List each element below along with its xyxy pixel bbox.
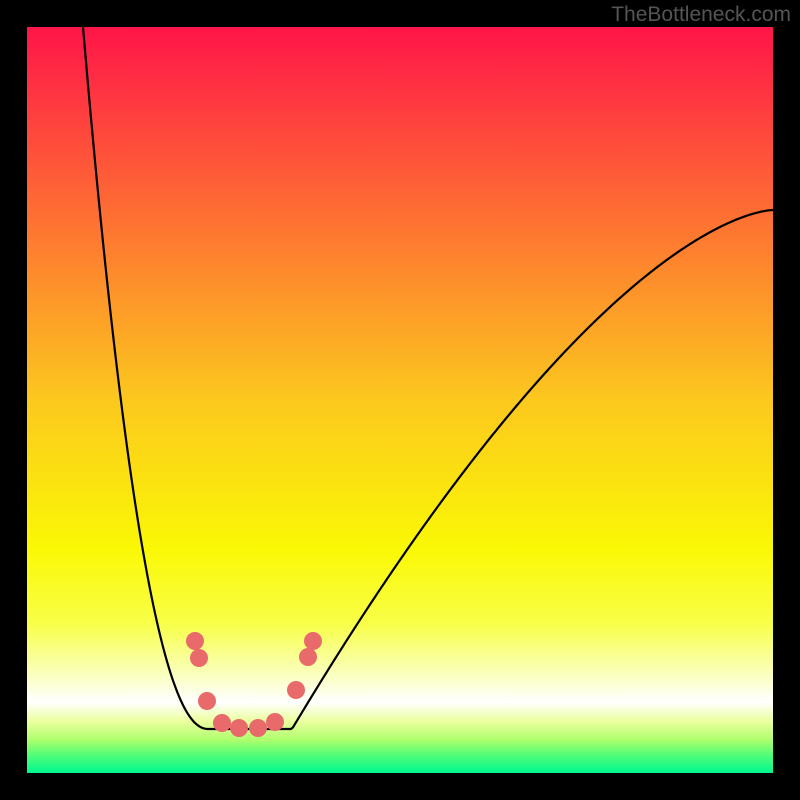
curve-marker (299, 648, 317, 666)
gradient-background (27, 27, 773, 773)
curve-marker (230, 719, 248, 737)
curve-marker (287, 681, 305, 699)
chart-svg (0, 0, 800, 800)
curve-marker (213, 714, 231, 732)
curve-marker (266, 713, 284, 731)
curve-marker (304, 632, 322, 650)
curve-marker (198, 692, 216, 710)
curve-marker (186, 632, 204, 650)
curve-marker (190, 649, 208, 667)
curve-marker (249, 719, 267, 737)
